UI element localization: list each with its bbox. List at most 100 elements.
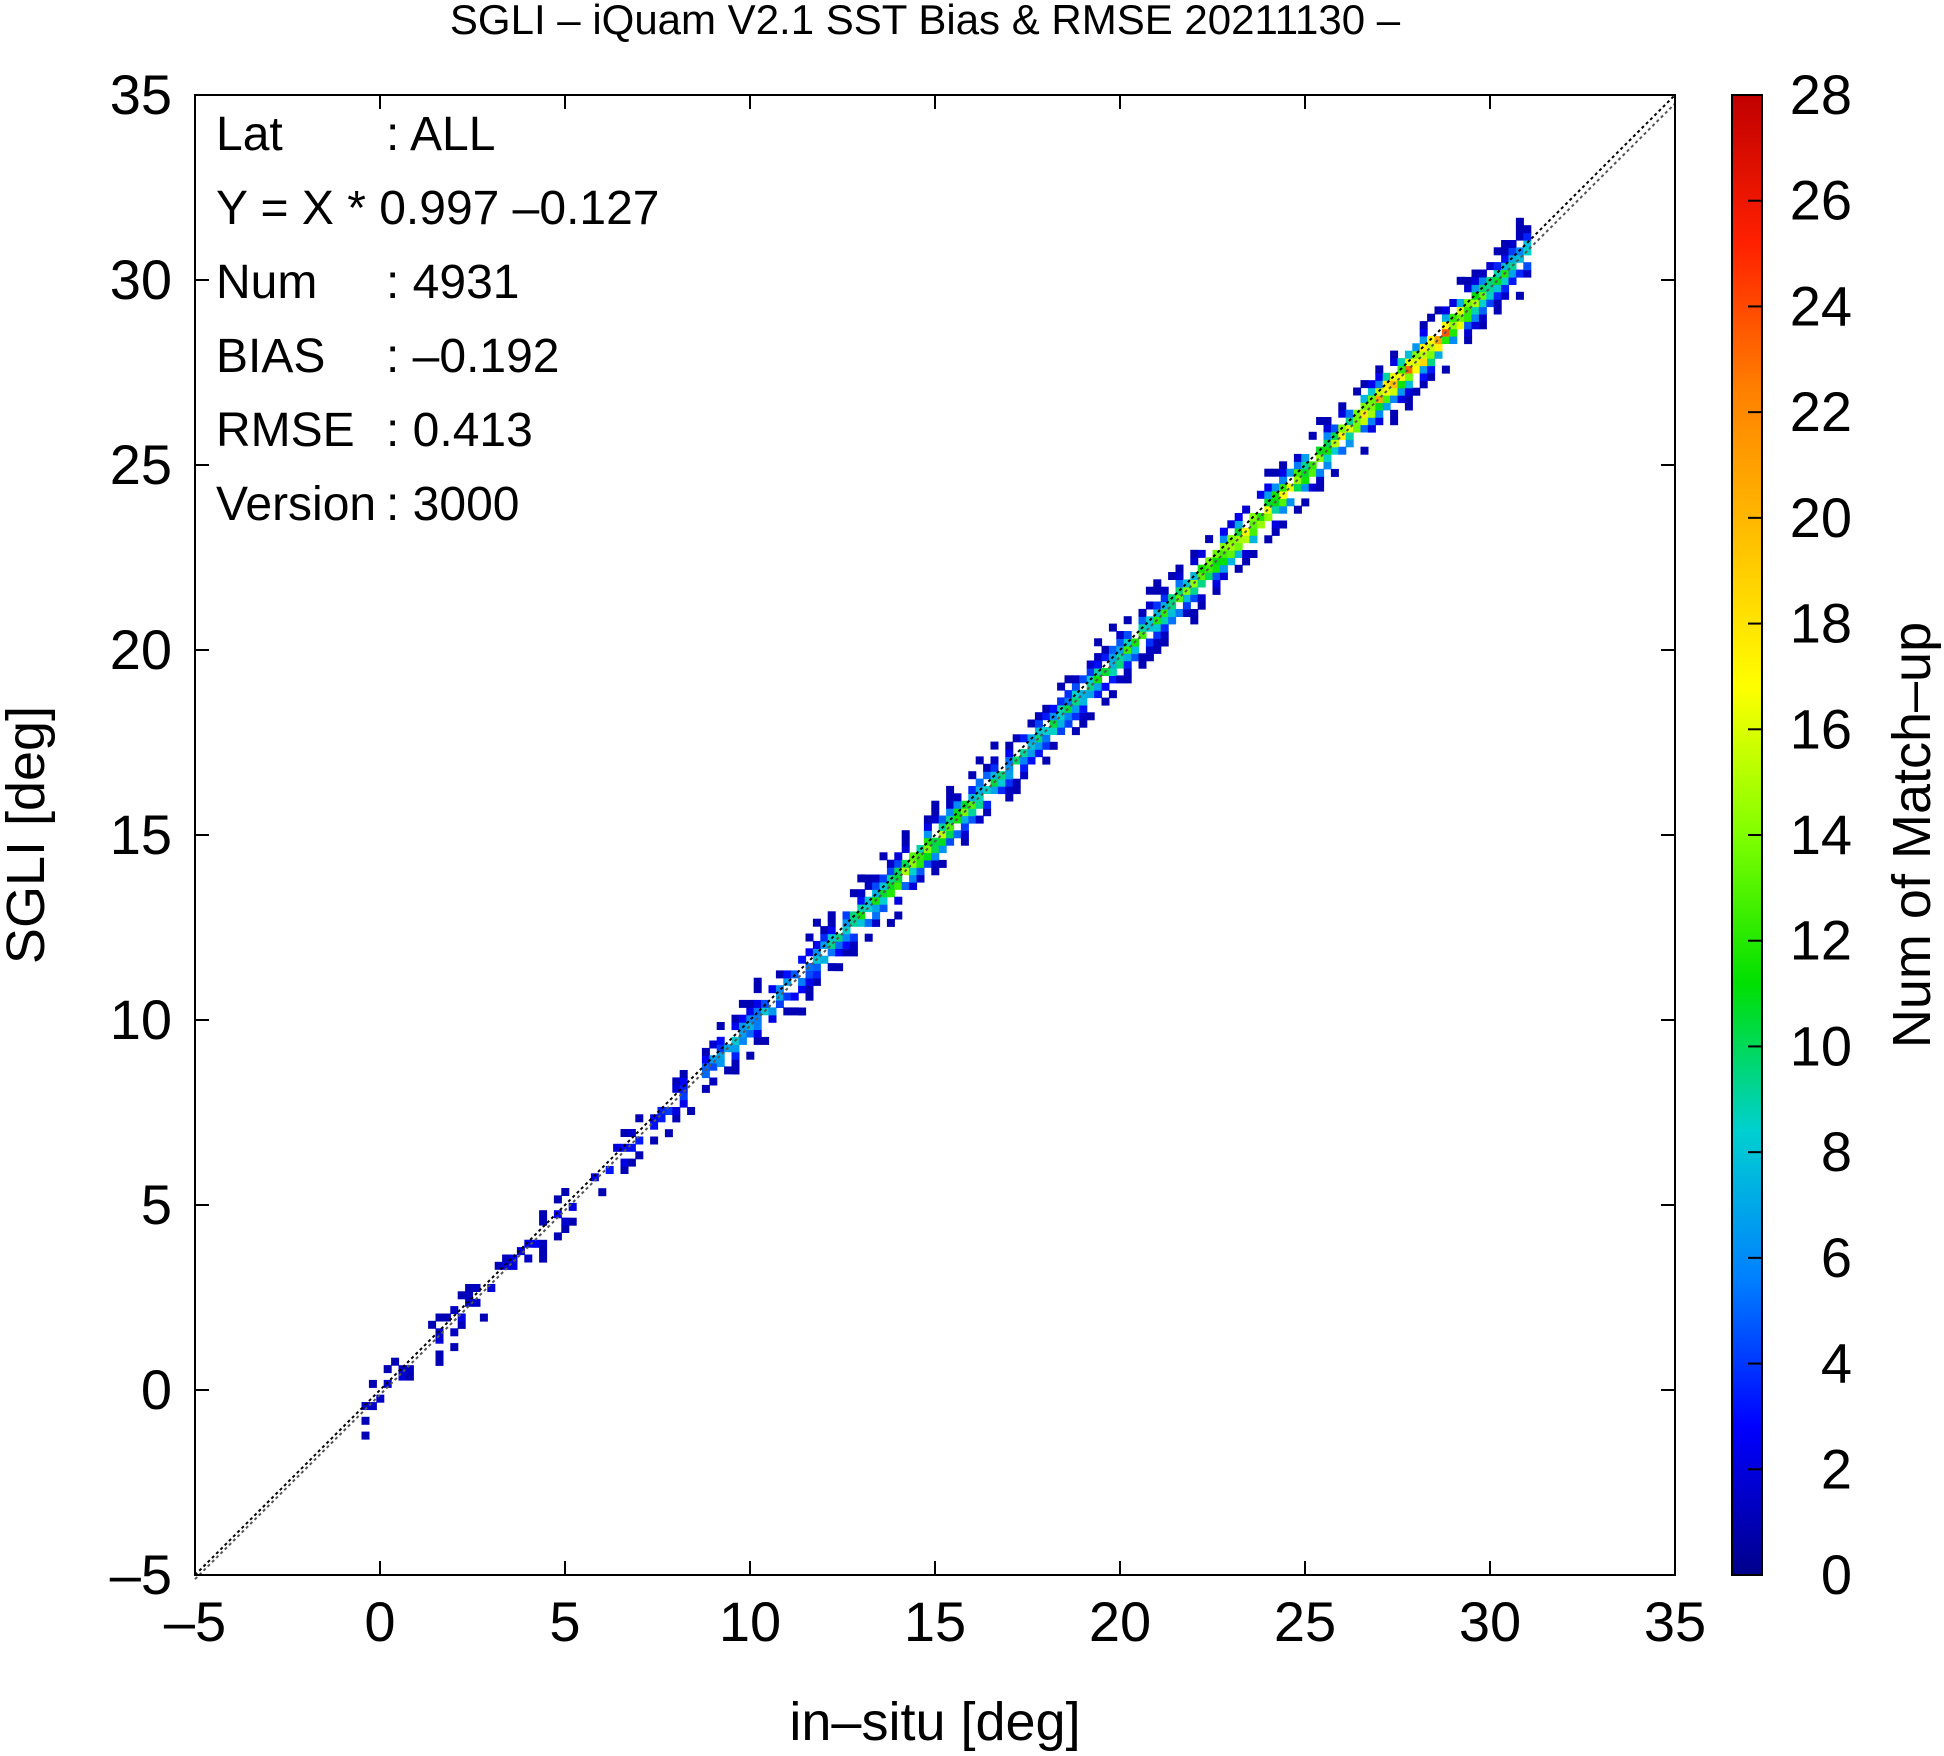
heatmap-cell — [664, 1107, 673, 1115]
heatmap-cell — [731, 1022, 740, 1031]
heatmap-cell — [1478, 321, 1487, 330]
heatmap-cell — [1219, 572, 1228, 581]
heatmap-cell — [650, 1136, 659, 1145]
heatmap-cell — [983, 808, 992, 817]
heatmap-cell — [1508, 269, 1517, 278]
heatmap-cell — [1160, 601, 1169, 610]
heatmap-cell — [798, 977, 807, 986]
heatmap-cell — [1271, 520, 1280, 529]
heatmap-cell — [1271, 527, 1280, 536]
heatmap-cell — [635, 1151, 644, 1160]
heatmap-cell — [886, 881, 895, 890]
heatmap-cell — [1168, 609, 1177, 617]
y-tick-label: 35 — [110, 63, 172, 126]
heatmap-cell — [1190, 572, 1199, 580]
heatmap-cell — [1427, 365, 1436, 374]
heatmap-cell — [679, 1084, 688, 1093]
heatmap-cell — [923, 852, 932, 861]
heatmap-cell — [1464, 328, 1473, 337]
x-tick-label: 15 — [904, 1590, 966, 1653]
heatmap-cell — [894, 911, 903, 920]
heatmap-cell — [879, 874, 888, 883]
heatmap-cell — [1234, 535, 1243, 544]
heatmap-cell — [1116, 660, 1125, 669]
heatmap-cell — [1434, 306, 1443, 315]
heatmap-cell — [709, 1077, 718, 1086]
heatmap-cell — [1160, 594, 1169, 603]
heatmap-cell — [568, 1217, 577, 1226]
heatmap-cell — [1197, 572, 1206, 581]
heatmap-cell — [909, 874, 918, 883]
heatmap-cell — [1182, 579, 1191, 588]
heatmap-cell — [1182, 594, 1191, 603]
heatmap-cell — [701, 1047, 710, 1056]
heatmap-cell — [1419, 380, 1428, 389]
heatmap-cell — [442, 1313, 451, 1322]
heatmap-cell — [457, 1320, 466, 1329]
heatmap-cell — [1042, 712, 1051, 721]
heatmap-cell — [1471, 306, 1480, 315]
heatmap-cell — [1360, 424, 1369, 433]
heatmap-cell — [1508, 240, 1517, 248]
heatmap-cell — [701, 1070, 710, 1079]
heatmap-cell — [872, 911, 881, 920]
heatmap-cell — [1367, 380, 1376, 389]
heatmap-cell — [1086, 690, 1095, 699]
heatmap-cell — [1249, 527, 1258, 536]
heatmap-cell — [650, 1114, 659, 1123]
heatmap-cell — [1153, 608, 1162, 617]
heatmap-cell — [975, 778, 984, 787]
heatmap-cell — [1345, 409, 1354, 418]
reference-lines — [194, 94, 1676, 1580]
heatmap-cell — [1360, 394, 1369, 403]
heatmap-cell — [1382, 395, 1391, 403]
heatmap-cell — [701, 1062, 710, 1071]
heatmap-cell — [1456, 313, 1465, 322]
heatmap-cell — [627, 1143, 636, 1152]
heatmap-cell — [1523, 269, 1532, 278]
colorbar-tick-label: 18 — [1790, 592, 1852, 655]
heatmap-cell — [931, 815, 940, 824]
heatmap-cell — [1020, 756, 1029, 765]
heatmap-cell — [1397, 387, 1406, 396]
x-tick-label: 5 — [549, 1590, 580, 1653]
heatmap-cell — [1478, 276, 1487, 285]
heatmap-cell — [946, 808, 955, 817]
colorbar-tick-label: 22 — [1790, 380, 1852, 443]
heatmap-cell — [1234, 527, 1243, 536]
heatmap-cell — [1330, 431, 1339, 440]
heatmap-cell — [1256, 490, 1265, 499]
heatmap-cell — [1360, 402, 1369, 411]
heatmap-cell — [1493, 284, 1502, 293]
heatmap-cell — [1086, 682, 1095, 691]
heatmap-cell — [983, 800, 992, 809]
heatmap-cell — [864, 933, 873, 942]
heatmap-cell — [1153, 623, 1162, 632]
heatmap-cell — [1042, 734, 1051, 743]
heatmap-cell — [1005, 793, 1014, 802]
heatmap-cell — [1190, 594, 1199, 603]
heatmap-cell — [746, 999, 755, 1008]
stats-label: Num — [216, 256, 317, 309]
heatmap-cell — [1493, 291, 1502, 300]
y-axis-title: SGLI [deg] — [0, 706, 56, 964]
heatmap-cell — [1264, 535, 1273, 544]
heatmap-cell — [1034, 734, 1043, 743]
heatmap-cell — [1212, 564, 1221, 573]
heatmap-cell — [613, 1143, 622, 1152]
heatmap-cell — [1160, 638, 1169, 647]
heatmap-cell — [1264, 483, 1273, 492]
heatmap-cell — [1064, 719, 1073, 728]
heatmap-cell — [738, 1036, 747, 1045]
heatmap-cell — [812, 977, 821, 986]
heatmap-cell — [1264, 513, 1273, 522]
heatmap-cell — [842, 918, 851, 927]
heatmap-cell — [1094, 660, 1103, 669]
heatmap-cell — [1293, 505, 1302, 514]
heatmap-cell — [1079, 712, 1088, 721]
colorbar-tick-label: 4 — [1821, 1332, 1852, 1395]
regression-line — [194, 102, 1676, 1580]
heatmap-cell — [1012, 786, 1021, 795]
heatmap-cell — [1397, 372, 1406, 381]
heatmap-cell — [1360, 380, 1369, 389]
